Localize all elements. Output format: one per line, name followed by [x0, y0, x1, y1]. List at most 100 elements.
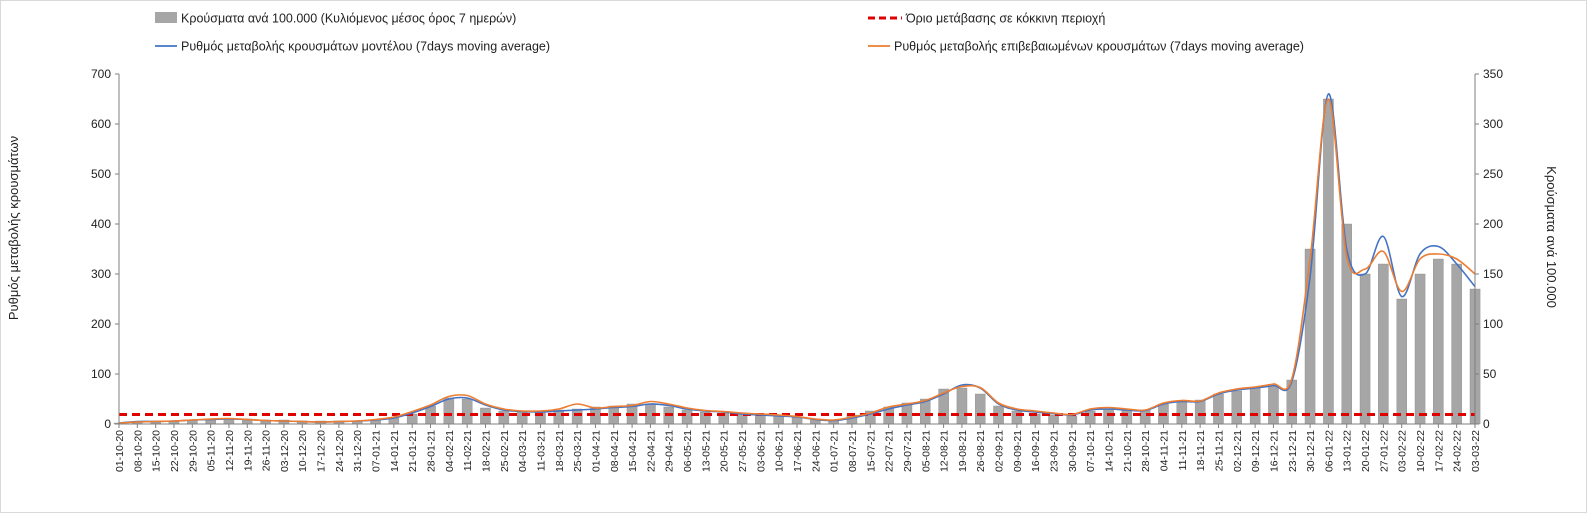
- cases-bar: [755, 414, 766, 425]
- x-tick-label: 25-11-21: [1214, 430, 1226, 471]
- right-tick-label: 250: [1483, 167, 1503, 181]
- x-tick-label: 17-06-21: [792, 430, 804, 472]
- cases-bar: [1213, 393, 1224, 425]
- cases-bar: [1378, 263, 1389, 425]
- x-tick-label: 09-09-21: [1012, 430, 1024, 472]
- left-tick-label: 100: [91, 367, 111, 381]
- x-tick-label: 06-01-22: [1323, 430, 1335, 472]
- x-tick-label: 16-12-21: [1268, 430, 1280, 472]
- cases-bar: [975, 393, 986, 425]
- cases-bar: [1433, 258, 1444, 425]
- x-tick-label: 27-01-22: [1378, 430, 1390, 472]
- x-tick-label: 01-10-20: [114, 430, 126, 472]
- x-tick-label: 23-12-21: [1287, 430, 1299, 472]
- x-tick-label: 22-04-21: [645, 430, 657, 472]
- cases-bar: [681, 409, 693, 425]
- x-tick-label: 16-09-21: [1030, 430, 1042, 472]
- lines-layer: [118, 93, 1476, 424]
- x-tick-label: 11-03-21: [536, 430, 548, 471]
- x-tick-label: 04-11-21: [1159, 430, 1171, 471]
- cases-bar: [1249, 386, 1261, 425]
- x-tick-label: 06-05-21: [682, 430, 694, 472]
- x-tick-label: 11-02-21: [462, 430, 474, 471]
- x-tick-label: 26-11-20: [261, 430, 273, 471]
- cases-bar: [1359, 273, 1371, 425]
- cases-bar: [1084, 410, 1096, 425]
- cases-bar: [443, 397, 455, 425]
- x-tick-label: 25-03-21: [572, 430, 584, 472]
- x-tick-label: 23-09-21: [1049, 430, 1061, 472]
- cases-bar: [1103, 408, 1114, 425]
- right-axis-title: Κρούσματα ανά 100.000: [1544, 166, 1559, 308]
- x-tick-label: 01-04-21: [590, 430, 602, 472]
- axes-layer: 0 100 200 300 400 500 600 700 0 50 100 150 200 250 300…: [91, 67, 1503, 472]
- x-tick-label: 31-12-20: [352, 430, 364, 472]
- right-tick-label: 50: [1483, 367, 1497, 381]
- x-tick-label: 21-01-21: [407, 430, 419, 472]
- legend-label: Ρυθμός μεταβολής επιβεβαιωμένων κρουσμάτ…: [894, 40, 1304, 54]
- left-tick-label: 0: [104, 417, 111, 431]
- x-tick-label: 15-10-20: [151, 430, 163, 472]
- cases-bar: [773, 415, 784, 425]
- legend-label: Όριο μετάβασης σε κόκκινη περιοχή: [905, 12, 1105, 26]
- x-tick-label: 29-07-21: [902, 430, 914, 472]
- x-tick-label: 21-10-21: [1122, 430, 1134, 472]
- legend: Κρούσματα ανά 100.000 (Κυλιόμενος μέσος …: [155, 12, 1304, 54]
- x-tick-label: 04-03-21: [517, 430, 529, 472]
- left-tick-label: 700: [91, 67, 111, 81]
- right-tick-label: 150: [1483, 267, 1503, 281]
- x-tick-label: 10-12-20: [297, 430, 309, 472]
- cases-bar: [571, 408, 583, 425]
- cases-bar: [1396, 298, 1407, 425]
- right-tick-label: 300: [1483, 117, 1503, 131]
- cases-bar: [1066, 415, 1078, 425]
- left-axis-title: Ρυθμός μεταβολής κρουσμάτων: [6, 136, 21, 320]
- cases-bar: [1451, 263, 1462, 425]
- x-tick-label: 17-12-20: [316, 430, 328, 472]
- x-tick-label: 08-04-21: [609, 430, 621, 472]
- x-tick-label: 18-11-21: [1195, 430, 1207, 471]
- x-tick-label: 02-09-21: [994, 430, 1006, 472]
- right-tick-label: 0: [1483, 417, 1490, 431]
- x-tick-label: 14-01-21: [389, 430, 401, 472]
- x-tick-label: 20-01-22: [1360, 430, 1372, 472]
- x-tick-label: 10-02-22: [1415, 430, 1427, 472]
- legend-item-cases: Κρούσματα ανά 100.000 (Κυλιόμενος μέσος …: [155, 12, 516, 26]
- cases-bar: [1139, 409, 1151, 425]
- x-tick-label: 30-12-21: [1305, 430, 1317, 472]
- cases-bar: [1414, 273, 1426, 425]
- left-tick-label: 600: [91, 117, 111, 131]
- x-tick-label: 26-08-21: [975, 430, 987, 472]
- cases-bar: [1231, 390, 1242, 425]
- x-tick-label: 29-04-21: [664, 430, 676, 472]
- x-tick-label: 28-10-21: [1140, 430, 1152, 472]
- x-tick-label: 22-10-20: [169, 430, 181, 472]
- cases-bar: [1048, 414, 1059, 425]
- x-tick-label: 24-02-22: [1452, 430, 1464, 472]
- x-tick-label: 08-10-20: [132, 430, 144, 472]
- right-tick-label: 350: [1483, 67, 1503, 81]
- right-tick-label: 100: [1483, 317, 1503, 331]
- x-tick-label: 25-02-21: [499, 430, 511, 472]
- cases-bar: [956, 387, 968, 425]
- x-tick-label: 08-07-21: [847, 430, 859, 472]
- x-tick-label: 04-02-21: [444, 430, 456, 472]
- x-tick-label: 20-05-21: [719, 430, 731, 472]
- cases-bar: [205, 419, 216, 425]
- legend-item-model: Ρυθμός μεταβολής κρουσμάτων μοντέλου (7d…: [155, 40, 550, 54]
- legend-item-confirmed: Ρυθμός μεταβολής επιβεβαιωμένων κρουσμάτ…: [868, 40, 1304, 54]
- cases-bar: [498, 410, 510, 425]
- cases-bar: [1011, 410, 1023, 425]
- cases-bar: [553, 409, 565, 425]
- x-tick-label: 05-08-21: [920, 430, 932, 472]
- x-tick-label: 29-10-20: [187, 430, 199, 472]
- x-tick-label: 13-05-21: [700, 430, 712, 472]
- right-tick-label: 200: [1483, 217, 1503, 231]
- x-tick-label: 22-07-21: [884, 430, 896, 472]
- cases-bar: [1194, 399, 1206, 425]
- x-tick-label: 12-08-21: [939, 430, 951, 472]
- x-tick-label: 28-01-21: [426, 430, 438, 472]
- x-tick-label: 17-02-22: [1433, 430, 1445, 472]
